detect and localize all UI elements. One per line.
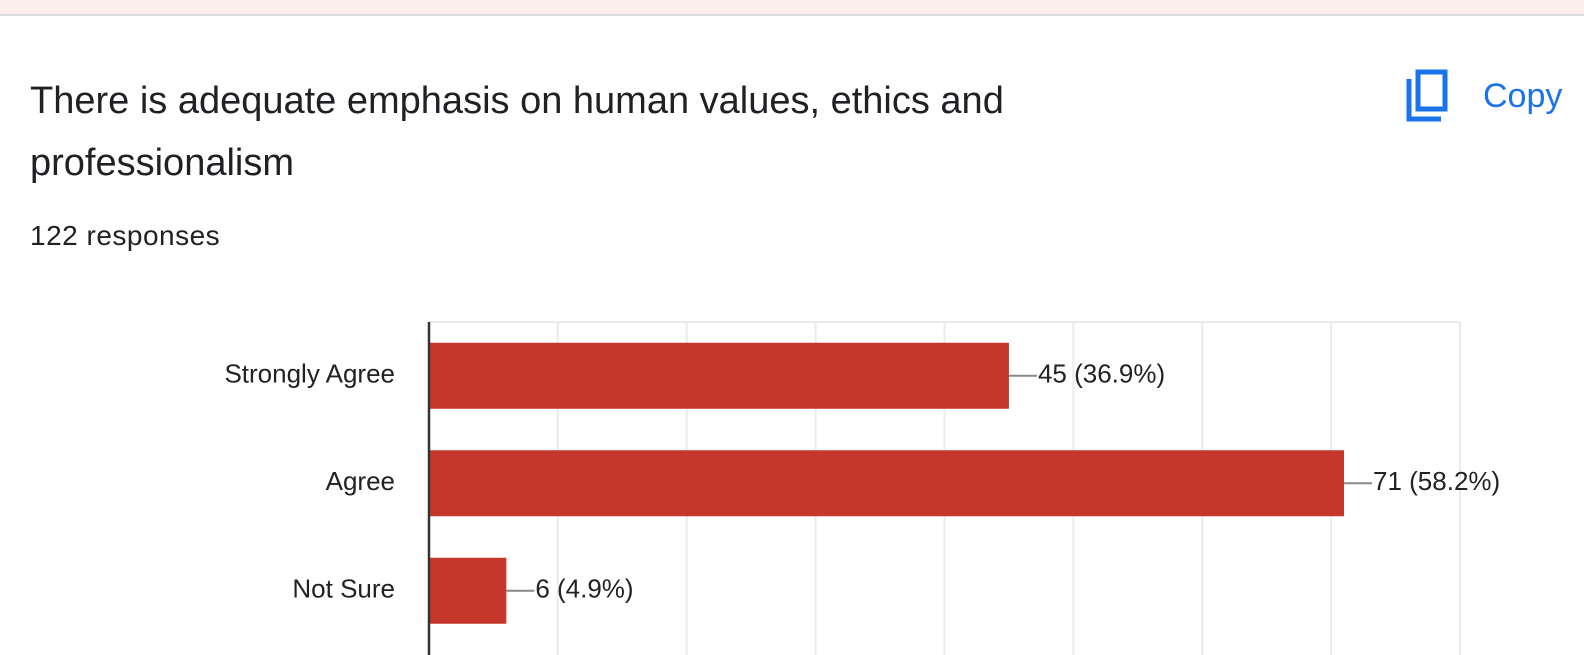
top-band [0,0,1584,16]
data-label: 71 (58.2%) [1373,466,1500,496]
bar [429,450,1345,517]
data-label: 45 (36.9%) [1038,359,1165,389]
data-label: 6 (4.9%) [535,574,633,604]
copy-label: Copy [1483,76,1563,115]
question-title: There is adequate emphasis on human valu… [30,80,1004,184]
copy-icon [1406,69,1448,122]
bar [429,557,507,624]
bar [429,342,1009,409]
copy-button[interactable]: Copy [1405,68,1562,124]
response-count: 122 responses [30,220,221,251]
y-tick-label: Not Sure [292,574,395,604]
y-tick-label: Agree [326,466,395,496]
y-tick-label: Strongly Agree [224,359,395,389]
